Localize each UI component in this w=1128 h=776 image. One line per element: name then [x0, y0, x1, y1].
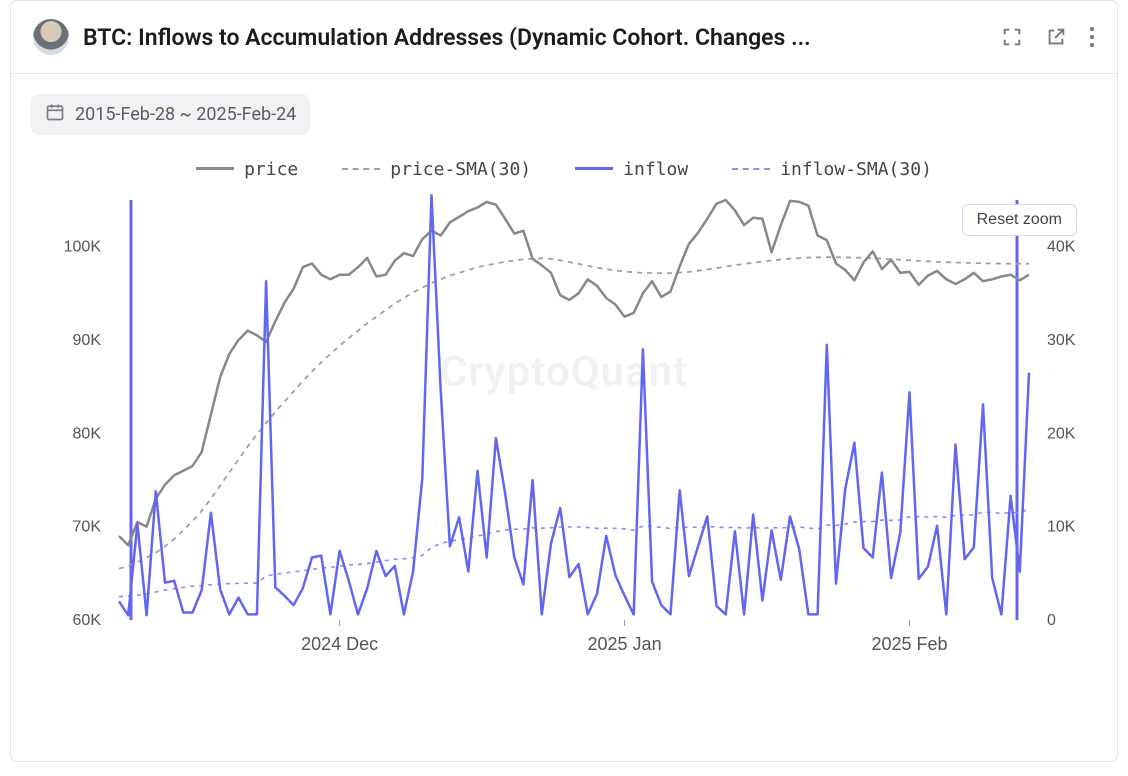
toolbar: 2015-Feb-28 ~ 2025-Feb-24: [11, 74, 1117, 143]
reset-zoom-button[interactable]: Reset zoom: [962, 204, 1077, 236]
card-header: BTC: Inflows to Accumulation Addresses (…: [11, 1, 1117, 73]
legend-item-price[interactable]: price: [196, 159, 298, 180]
legend-label: price: [244, 159, 298, 180]
author-avatar[interactable]: [33, 19, 69, 55]
svg-text:2025 Feb: 2025 Feb: [871, 634, 947, 654]
svg-text:10K: 10K: [1047, 519, 1076, 536]
svg-text:20K: 20K: [1047, 425, 1076, 442]
legend-swatch: [732, 168, 770, 170]
svg-text:40K: 40K: [1047, 239, 1076, 256]
fullscreen-icon[interactable]: [1001, 26, 1023, 48]
legend-item-price-sma-30-[interactable]: price-SMA(30): [342, 159, 531, 180]
chart-legend: price price-SMA(30) inflow inflow-SMA(30): [11, 143, 1117, 190]
svg-text:80K: 80K: [73, 425, 102, 442]
svg-text:2024 Dec: 2024 Dec: [301, 634, 378, 654]
chart-area: Reset zoom CryptoQuant 60K70K80K90K100K0…: [11, 190, 1117, 670]
chart-card: BTC: Inflows to Accumulation Addresses (…: [10, 0, 1118, 762]
legend-swatch: [342, 168, 380, 170]
legend-item-inflow-sma-30-[interactable]: inflow-SMA(30): [732, 159, 932, 180]
svg-text:30K: 30K: [1047, 332, 1076, 349]
chart-title: BTC: Inflows to Accumulation Addresses (…: [83, 24, 987, 51]
legend-swatch: [575, 167, 613, 170]
legend-label: inflow: [623, 159, 688, 180]
legend-swatch: [196, 167, 234, 170]
svg-text:0: 0: [1047, 612, 1056, 629]
date-range-label: 2015-Feb-28 ~ 2025-Feb-24: [75, 104, 296, 125]
header-actions: [1001, 26, 1095, 48]
svg-text:2025 Jan: 2025 Jan: [588, 634, 662, 654]
legend-label: inflow-SMA(30): [780, 159, 932, 180]
calendar-icon: [45, 102, 65, 127]
open-external-icon[interactable]: [1045, 26, 1067, 48]
svg-text:90K: 90K: [73, 332, 102, 349]
legend-item-inflow[interactable]: inflow: [575, 159, 688, 180]
legend-label: price-SMA(30): [390, 159, 531, 180]
svg-text:70K: 70K: [73, 519, 102, 536]
svg-text:100K: 100K: [64, 239, 102, 256]
svg-text:60K: 60K: [73, 612, 102, 629]
date-range-picker[interactable]: 2015-Feb-28 ~ 2025-Feb-24: [31, 94, 310, 135]
more-menu-icon[interactable]: [1089, 26, 1095, 48]
line-chart[interactable]: 60K 70K 80K 90K 100K 0 10K 20K 30K 40K 2024 Dec 202…: [29, 190, 1099, 670]
